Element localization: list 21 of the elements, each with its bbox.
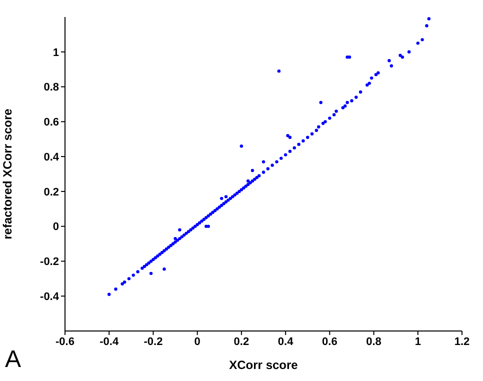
- y-tick-label: 0.6: [44, 116, 59, 129]
- x-tick-label: 0.6: [322, 336, 338, 348]
- x-tick-label: -0.4: [100, 336, 120, 348]
- x-tick-label: -0.2: [144, 336, 163, 348]
- y-tick-label: 0: [52, 221, 59, 234]
- x-tick-label: 0.8: [366, 336, 382, 348]
- y-tick-label: 0.4: [44, 151, 60, 164]
- y-axis-title: refactored XCorr score: [0, 108, 14, 240]
- y-tick-label: -0.2: [40, 256, 59, 268]
- y-tick-label: 1: [52, 46, 59, 59]
- x-tick-label: 0.4: [278, 336, 294, 348]
- text: A: [5, 346, 22, 374]
- x-tick-label: 1: [414, 336, 421, 348]
- x-tick-label: -0.6: [56, 336, 74, 348]
- x-tick-label: 0.2: [234, 336, 250, 348]
- x-axis-title: XCorr score: [229, 358, 298, 372]
- y-tick-label: 0.8: [44, 82, 59, 94]
- y-tick-label: 0.2: [44, 186, 59, 198]
- y-tick-label: -0.4: [40, 291, 60, 304]
- x-tick-label: 0: [194, 336, 200, 348]
- x-tick-label: 1.2: [454, 336, 470, 348]
